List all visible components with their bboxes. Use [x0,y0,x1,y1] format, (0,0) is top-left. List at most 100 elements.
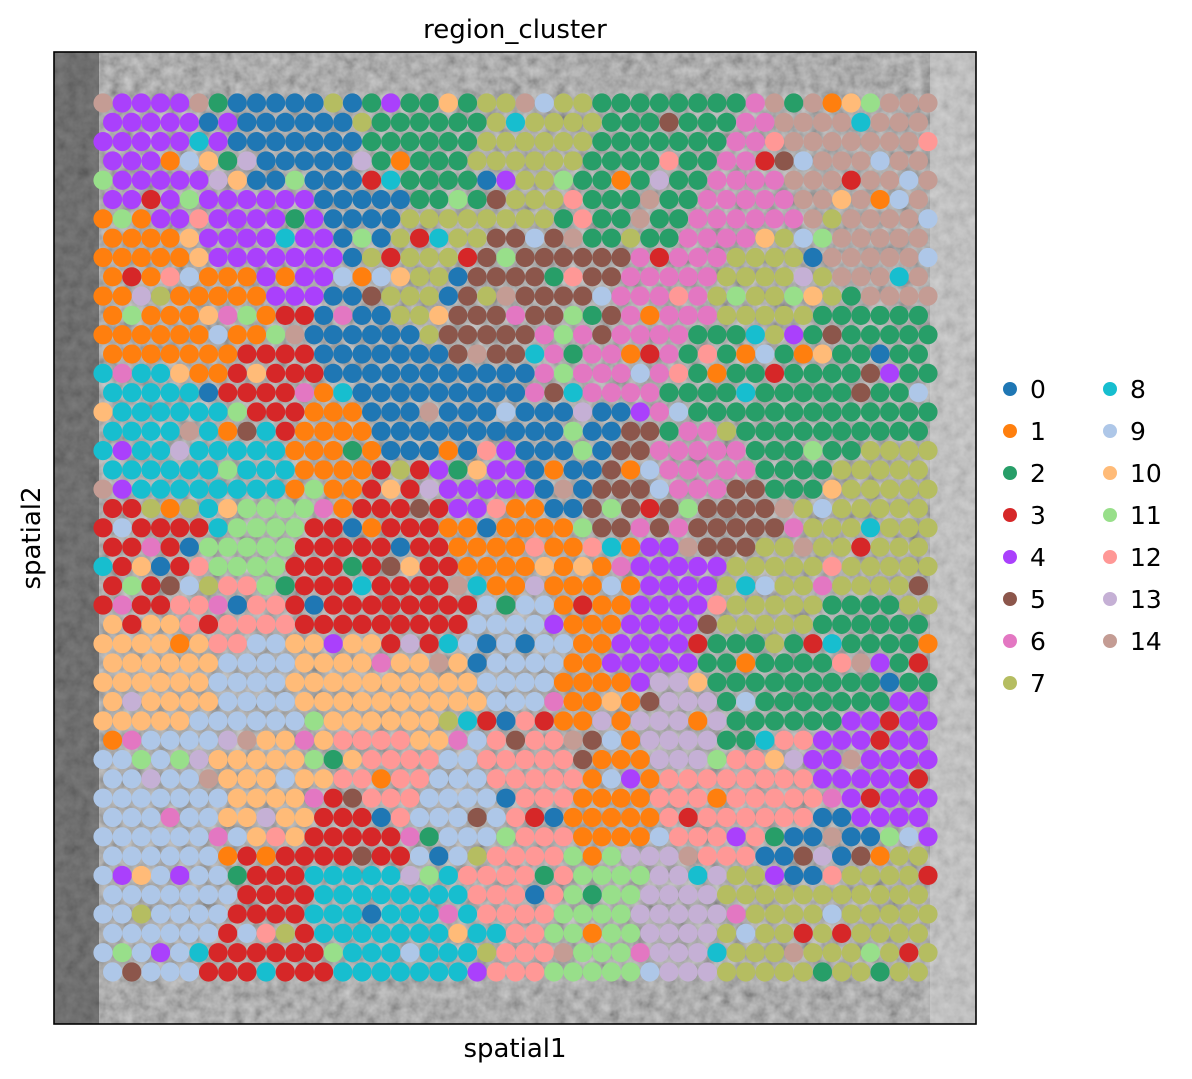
spot-cluster-6 [697,421,717,441]
spot-cluster-9 [793,151,813,171]
spot-cluster-9 [918,209,938,229]
spot-cluster-0 [563,498,583,519]
spot-cluster-7 [908,846,928,866]
spot-cluster-13 [218,730,238,750]
spot-cluster-10 [688,672,708,692]
spot-cluster-4 [860,711,881,731]
spot-cluster-7 [755,923,775,943]
spot-cluster-9 [227,672,247,692]
spot-cluster-1 [141,228,161,248]
spot-cluster-11 [784,286,804,306]
spot-cluster-13 [784,749,804,770]
spot-cluster-0 [342,247,363,268]
spot-cluster-5 [793,846,813,866]
spot-cluster-7 [899,865,919,886]
spot-cluster-3 [103,576,123,596]
spot-cluster-4 [496,441,516,461]
spot-cluster-0 [400,363,420,383]
spot-cluster-2 [601,189,622,210]
spot-cluster-0 [323,286,343,306]
spot-cluster-7 [745,904,765,924]
spot-cluster-12 [496,865,516,886]
spot-cluster-6 [630,325,650,345]
spot-cluster-0 [381,209,401,229]
spot-cluster-14 [822,170,842,190]
spot-cluster-7 [870,885,890,905]
spot-cluster-4 [304,286,324,306]
spot-cluster-2 [678,151,698,171]
spot-cluster-2 [390,112,410,132]
spot-cluster-4 [870,653,890,673]
spot-cluster-7 [908,460,928,480]
spot-cluster-2 [841,363,861,383]
spot-cluster-12 [745,827,765,847]
spot-cluster-5 [486,189,506,210]
spot-cluster-2 [716,112,737,132]
spot-cluster-7 [908,498,928,519]
spot-cluster-1 [246,286,267,306]
spot-cluster-5 [486,228,506,248]
spot-cluster-3 [285,556,305,577]
spot-cluster-0 [362,904,382,924]
spot-cluster-13 [678,923,698,943]
spot-cluster-1 [314,460,334,480]
spot-cluster-10 [131,556,151,577]
spot-cluster-0 [342,363,363,383]
spot-cluster-4 [812,730,833,750]
spot-cluster-7 [505,151,526,171]
spot-cluster-7 [736,962,756,982]
plot-area [54,52,976,1024]
spot-cluster-3 [803,634,823,654]
spot-cluster-5 [544,228,564,248]
spot-cluster-7 [803,556,823,577]
spot-cluster-3 [409,228,430,248]
spot-cluster-5 [601,460,622,480]
spot-cluster-3 [266,943,286,963]
spot-cluster-7 [784,595,804,615]
spot-cluster-10 [170,672,190,692]
spot-cluster-9 [477,595,497,615]
spot-cluster-3 [352,807,372,828]
spot-cluster-10 [218,769,238,789]
spot-cluster-13 [649,904,669,924]
spot-cluster-1 [103,730,123,750]
spot-cluster-12 [774,769,794,789]
spot-cluster-1 [170,286,190,306]
spot-cluster-7 [918,441,938,461]
spot-cluster-14 [803,93,823,113]
spot-cluster-6 [745,209,765,229]
spot-cluster-7 [860,865,881,886]
spot-cluster-10 [323,672,343,692]
spot-cluster-2 [668,93,689,113]
spot-cluster-1 [227,286,247,306]
spot-cluster-9 [179,846,199,866]
spot-cluster-14 [841,209,861,229]
spot-cluster-3 [275,885,295,905]
spot-cluster-7 [889,460,909,480]
spot-cluster-0 [352,344,372,364]
spot-cluster-1 [544,537,564,557]
spot-cluster-3 [170,518,190,538]
spot-cluster-5 [640,421,660,441]
spot-cluster-0 [592,441,612,461]
spot-cluster-13 [678,692,698,712]
spot-cluster-7 [870,537,890,557]
spot-cluster-4 [208,209,228,229]
spot-cluster-1 [237,267,257,287]
spot-cluster-1 [870,189,890,210]
spot-cluster-8 [601,537,622,557]
spot-cluster-0 [371,344,391,364]
spot-cluster-1 [160,344,180,364]
spot-cluster-4 [467,962,487,982]
spot-cluster-2 [688,325,708,345]
spot-cluster-2 [716,344,737,364]
spot-cluster-7 [505,189,526,210]
spot-cluster-9 [515,672,535,692]
spot-cluster-7 [812,267,833,287]
spot-cluster-9 [112,749,132,770]
spot-cluster-10 [409,692,430,712]
spot-cluster-5 [755,498,775,519]
spot-cluster-4 [630,595,650,615]
spot-cluster-2 [812,692,833,712]
spot-cluster-7 [716,267,737,287]
